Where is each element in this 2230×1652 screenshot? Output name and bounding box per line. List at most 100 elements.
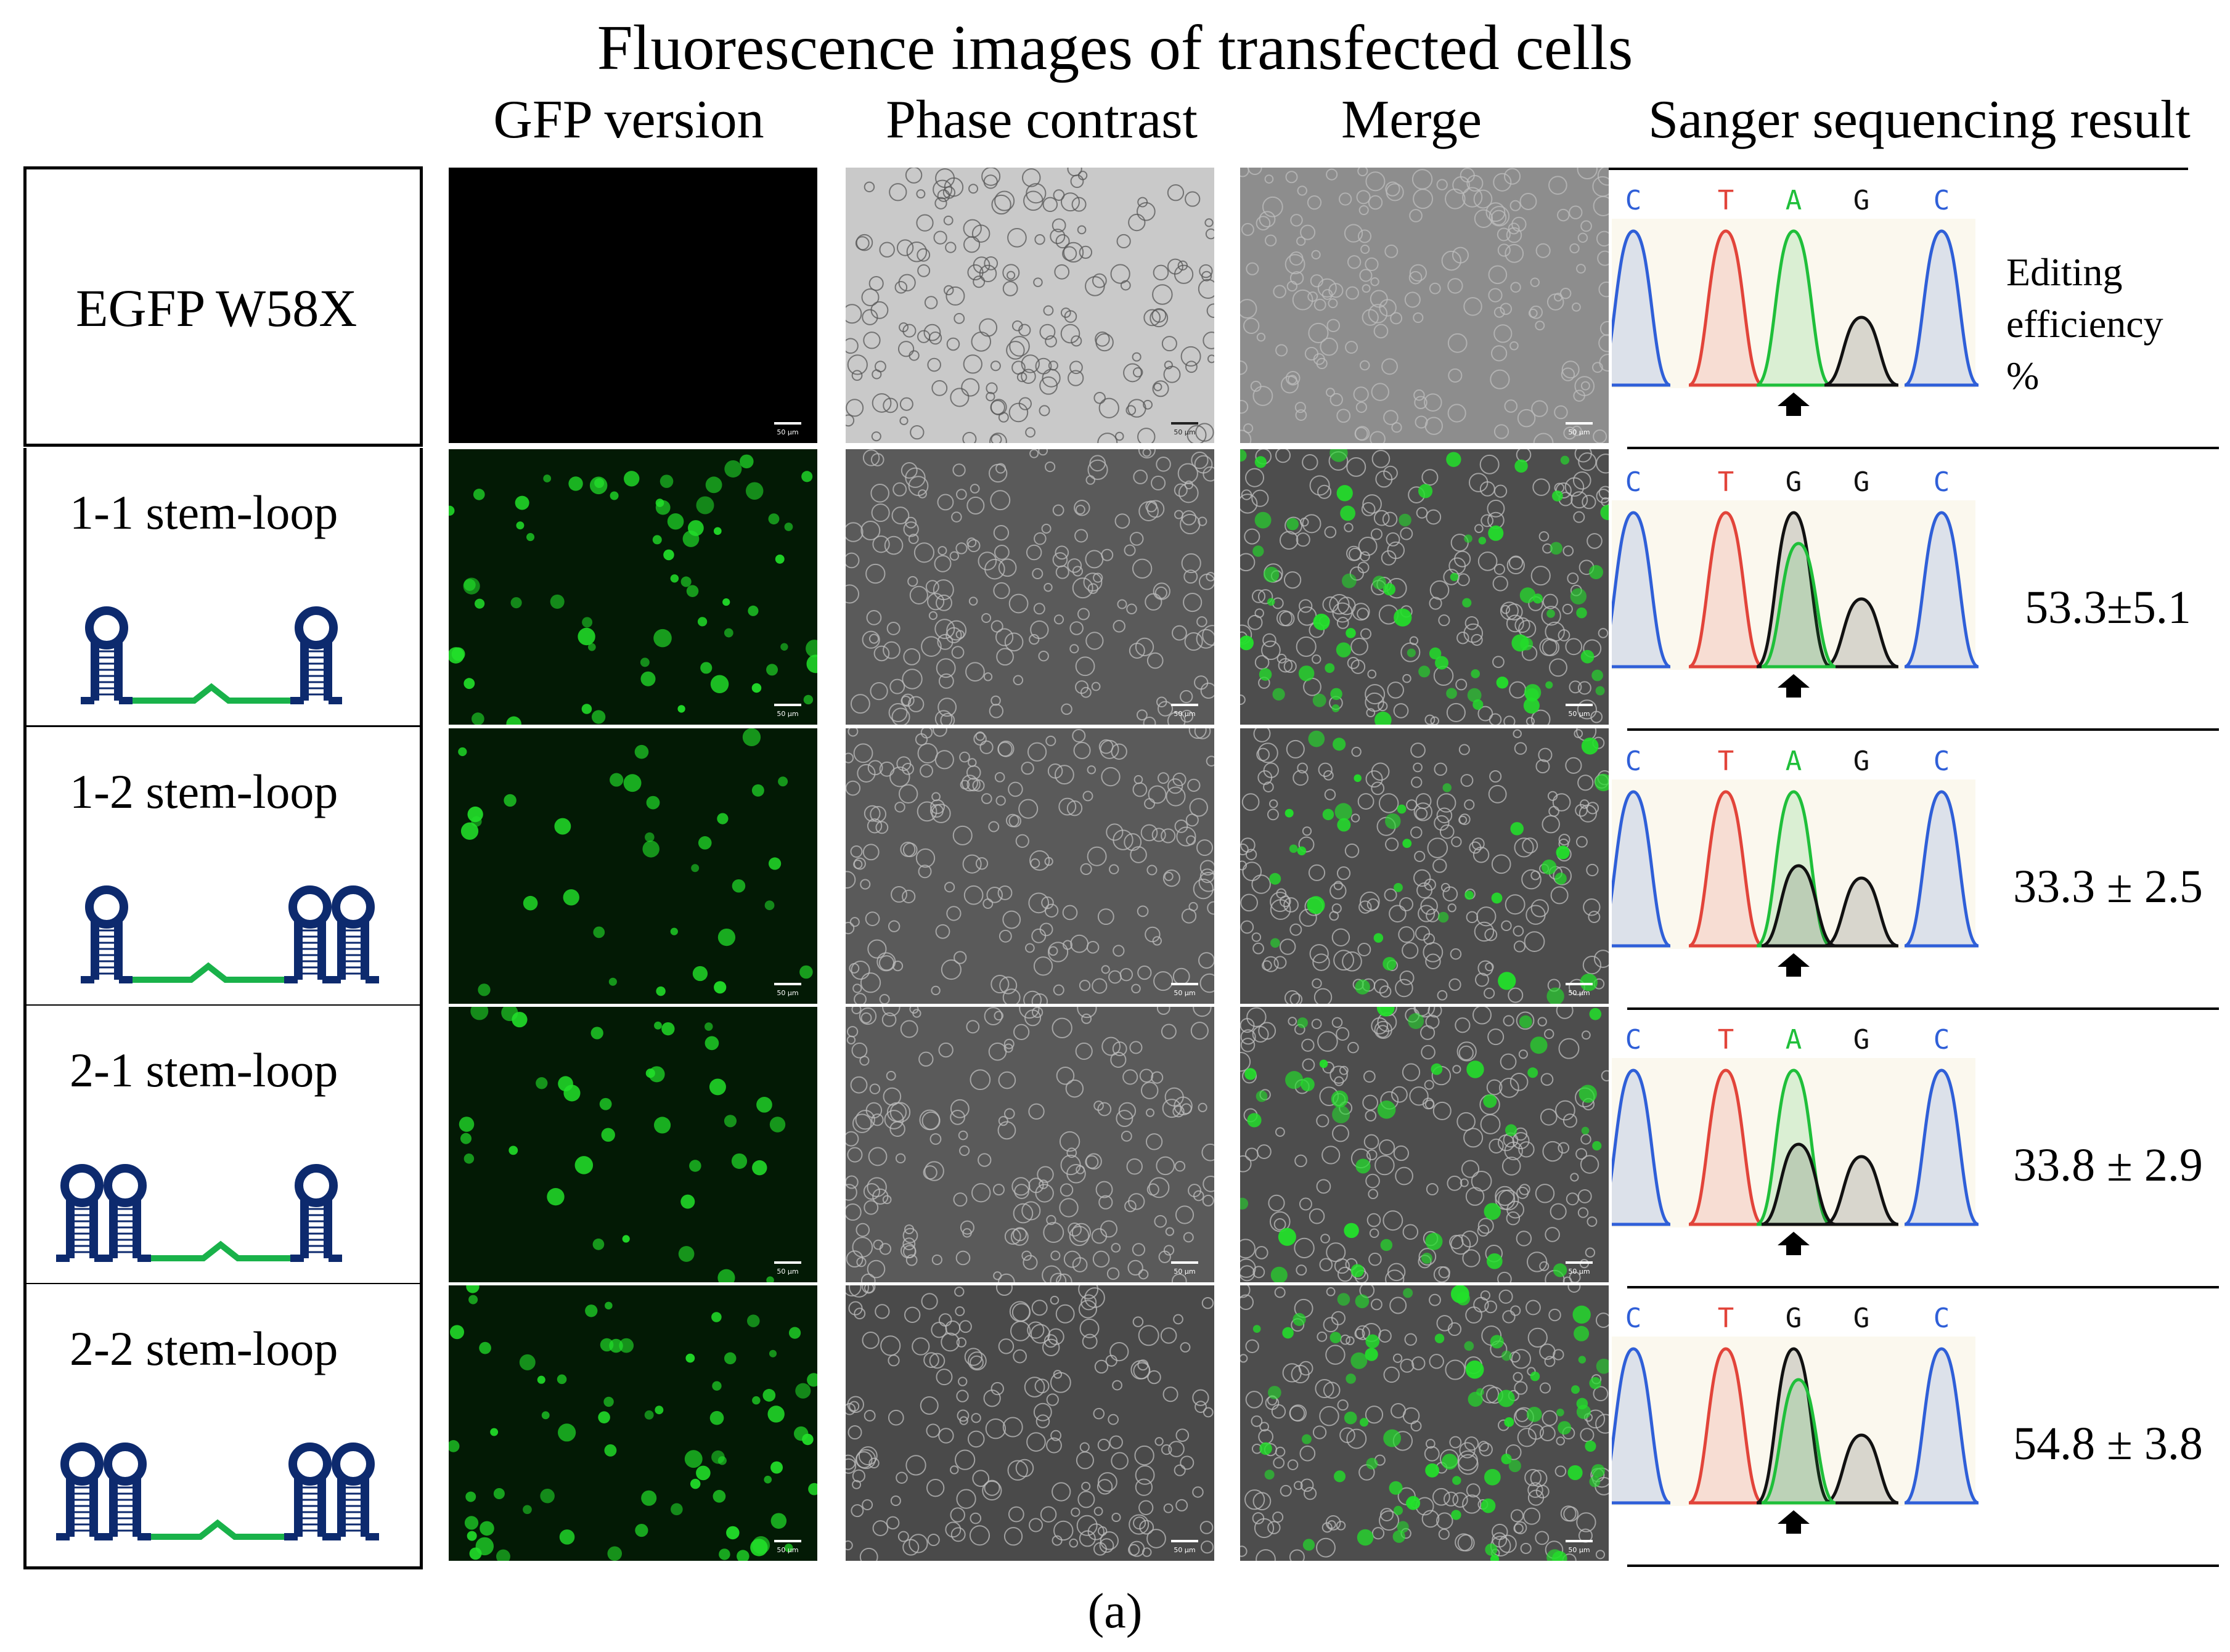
base-call-3: A xyxy=(1786,1024,1802,1056)
stem-loop-diagram xyxy=(81,606,342,704)
stem-loop-right-1 xyxy=(290,606,342,704)
gfp-image-row-3: 50 μm xyxy=(449,728,817,1004)
peak-5 xyxy=(1904,1068,1979,1226)
svg-text:50 μm: 50 μm xyxy=(777,1546,798,1554)
base-call-4: G xyxy=(1853,746,1870,777)
secondary-peak xyxy=(1761,1142,1836,1226)
edit-site-arrow xyxy=(1778,393,1810,416)
scale-bar: 50 μm xyxy=(1171,422,1198,436)
svg-text:50 μm: 50 μm xyxy=(1174,428,1195,436)
editing-efficiency-value: 33.8 ± 2.9 xyxy=(2013,1139,2203,1191)
scale-bar: 50 μm xyxy=(774,983,801,997)
phase-image-row-2: 50 μm xyxy=(846,449,1214,725)
svg-text:50 μm: 50 μm xyxy=(1568,428,1590,436)
stem-loop-right-2 xyxy=(327,885,379,983)
condition-cell-row-3: 1-2 stem-loop xyxy=(23,727,423,1007)
editing-efficiency-value: 53.3±5.1 xyxy=(2025,582,2191,633)
peak-2 xyxy=(1688,511,1763,669)
stem-loop-diagram xyxy=(56,1442,379,1540)
base-call-1: C xyxy=(1625,466,1642,498)
scale-bar: 50 μm xyxy=(774,704,801,718)
scale-bar: 50 μm xyxy=(774,422,801,436)
gfp-image-row-4: 50 μm xyxy=(449,1007,817,1282)
peak-4 xyxy=(1824,315,1899,387)
condition-label: 2-2 stem-loop xyxy=(70,1322,338,1375)
row-divider-4 xyxy=(1627,1286,2219,1288)
scale-bar: 50 μm xyxy=(774,1261,801,1276)
base-call-4: G xyxy=(1853,466,1870,498)
edit-site-arrow xyxy=(1778,953,1810,977)
row-divider-3 xyxy=(1627,1007,2219,1010)
merge-image-row-2: 50 μm xyxy=(1240,449,1609,725)
efficiency-header-line-3: % xyxy=(2006,354,2040,397)
base-call-1: C xyxy=(1625,1303,1642,1334)
edit-site-arrow xyxy=(1778,674,1810,698)
peak-4 xyxy=(1824,1433,1899,1505)
edit-site-arrow xyxy=(1778,1232,1810,1255)
stem-loop-left-1 xyxy=(81,606,133,704)
linker-line xyxy=(151,1240,290,1261)
svg-text:50 μm: 50 μm xyxy=(777,710,798,718)
editing-efficiency-value: 33.3 ± 2.5 xyxy=(2013,861,2203,913)
svg-text:50 μm: 50 μm xyxy=(1568,710,1590,718)
base-call-2: T xyxy=(1718,1024,1734,1056)
base-call-2: T xyxy=(1718,1303,1734,1334)
scale-bar: 50 μm xyxy=(1171,704,1198,718)
condition-label: 2-1 stem-loop xyxy=(70,1043,338,1097)
merge-image-row-3: 50 μm xyxy=(1240,728,1609,1004)
phase-image-row-4: 50 μm xyxy=(846,1007,1214,1282)
merge-image-row-4: 50 μm xyxy=(1240,1007,1609,1282)
stem-loop-left-1 xyxy=(81,885,133,983)
base-call-4: G xyxy=(1853,185,1870,216)
gfp-image-row-2: 50 μm xyxy=(449,449,817,725)
phase-image-row-3: 50 μm xyxy=(846,728,1214,1004)
secondary-peak xyxy=(1761,1378,1836,1505)
peak-2 xyxy=(1688,1347,1763,1505)
stem-loop-right-1 xyxy=(290,1164,342,1262)
stem-loop-left-2 xyxy=(99,1442,151,1540)
svg-text:50 μm: 50 μm xyxy=(1174,710,1195,718)
scale-bar: 50 μm xyxy=(1566,422,1593,436)
column-header-phase: Phase contrast xyxy=(886,90,1198,150)
stem-loop-diagram xyxy=(56,1164,342,1262)
svg-text:50 μm: 50 μm xyxy=(1568,989,1590,997)
gfp-image-row-1: 50 μm xyxy=(449,168,817,443)
gfp-image-row-5: 50 μm xyxy=(449,1285,817,1561)
peak-5 xyxy=(1904,511,1979,669)
peak-5 xyxy=(1904,229,1979,387)
secondary-peak xyxy=(1761,542,1836,669)
base-call-5: C xyxy=(1934,1303,1950,1334)
base-call-2: T xyxy=(1718,466,1734,498)
base-call-2: T xyxy=(1718,746,1734,777)
svg-text:50 μm: 50 μm xyxy=(777,989,798,997)
svg-text:50 μm: 50 μm xyxy=(1174,1546,1195,1554)
svg-text:50 μm: 50 μm xyxy=(1568,1267,1590,1276)
peak-2 xyxy=(1688,790,1763,948)
base-call-3: A xyxy=(1786,746,1802,777)
base-call-1: C xyxy=(1625,1024,1642,1056)
peak-5 xyxy=(1904,1347,1979,1505)
base-call-5: C xyxy=(1934,466,1950,498)
column-header-gfp: GFP version xyxy=(493,90,764,150)
base-call-4: G xyxy=(1853,1303,1870,1334)
stem-loop-left-1 xyxy=(56,1164,108,1262)
condition-label: EGFP W58X xyxy=(76,279,357,338)
base-call-1: C xyxy=(1625,185,1642,216)
svg-text:50 μm: 50 μm xyxy=(1568,1546,1590,1554)
scale-bar: 50 μm xyxy=(1566,983,1593,997)
linker-line xyxy=(151,1519,284,1540)
merge-image-row-1: 50 μm xyxy=(1240,168,1609,443)
secondary-peak xyxy=(1761,864,1836,948)
efficiency-header-line-1: Editing xyxy=(2006,250,2123,294)
condition-cell-row-2: 1-1 stem-loop xyxy=(23,448,423,728)
stem-loop-left-2 xyxy=(99,1164,151,1262)
peak-3 xyxy=(1756,229,1831,387)
row-divider-5 xyxy=(1627,1565,2219,1567)
scale-bar: 50 μm xyxy=(1566,704,1593,718)
condition-label: 1-1 stem-loop xyxy=(70,486,338,539)
